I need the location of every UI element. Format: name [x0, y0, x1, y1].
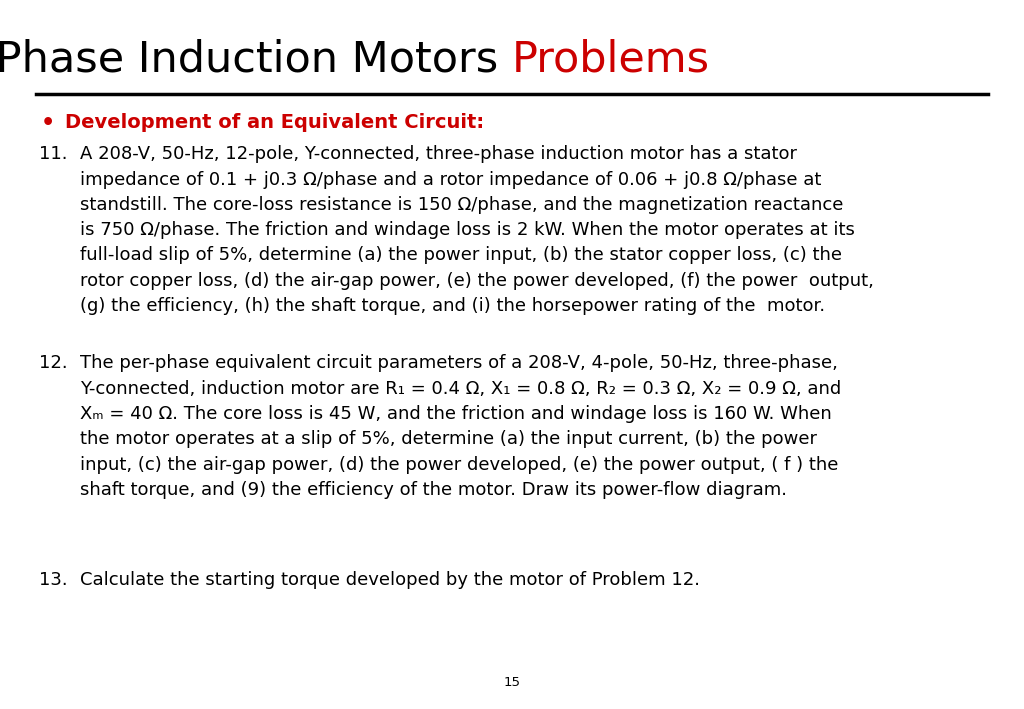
Text: 11.: 11.: [39, 145, 68, 163]
Text: 12.: 12.: [39, 354, 68, 372]
Text: Calculate the starting torque developed by the motor of Problem 12.: Calculate the starting torque developed …: [80, 571, 699, 588]
Text: Three-Phase Induction Motors: Three-Phase Induction Motors: [0, 39, 512, 81]
Text: The per-phase equivalent circuit parameters of a 208-V, 4-pole, 50-Hz, three-pha: The per-phase equivalent circuit paramet…: [80, 354, 841, 499]
Text: Development of an Equivalent Circuit:: Development of an Equivalent Circuit:: [65, 113, 483, 133]
Text: 13.: 13.: [39, 571, 68, 588]
Text: •: •: [41, 113, 55, 133]
Text: Problems: Problems: [512, 39, 710, 81]
Text: 15: 15: [504, 676, 520, 689]
Text: A 208-V, 50-Hz, 12-pole, Y-connected, three-phase induction motor has a stator
i: A 208-V, 50-Hz, 12-pole, Y-connected, th…: [80, 145, 873, 315]
